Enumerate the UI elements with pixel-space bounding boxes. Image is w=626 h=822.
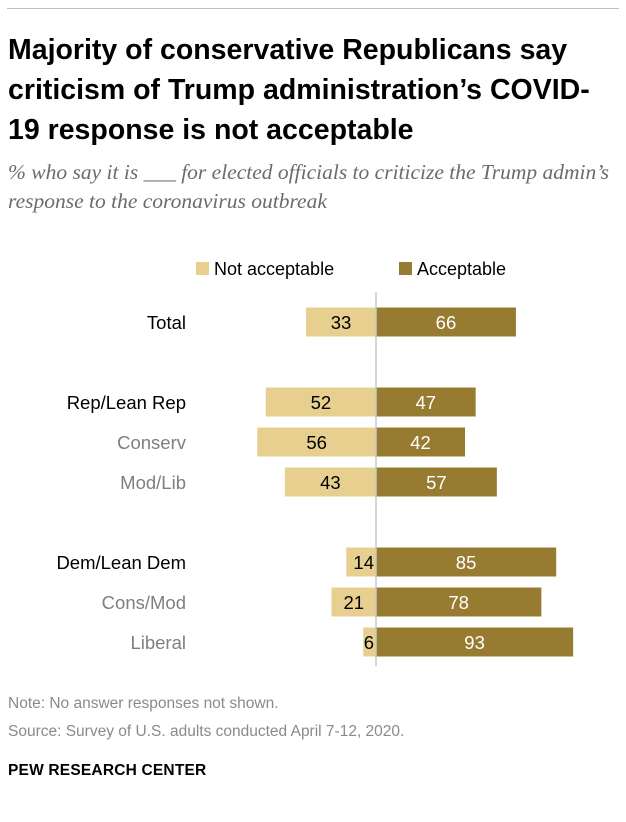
value-acceptable-rep-lean-rep: 47: [416, 392, 437, 413]
value-acceptable-cons-mod: 78: [448, 592, 469, 613]
bar-acceptable-cons-mod: [376, 587, 542, 617]
bar-not-acceptable-dem-lean-dem: [346, 547, 376, 577]
brand-logo-text: PEW RESEARCH CENTER: [8, 762, 207, 779]
legend: Not acceptable Acceptable: [196, 259, 506, 279]
value-acceptable-mod-lib: 57: [426, 472, 447, 493]
value-not-acceptable-total: 33: [331, 312, 352, 333]
value-not-acceptable-conserv: 56: [306, 432, 327, 453]
value-acceptable-conserv: 42: [410, 432, 431, 453]
category-labels: Total Rep/Lean Rep Conserv Mod/Lib Dem/Lean …: [56, 312, 186, 653]
source-text: Source: Survey of U.S. adults conducted …: [8, 723, 405, 740]
bar-not-acceptable-total: [306, 307, 376, 337]
value-acceptable-total: 66: [436, 312, 457, 333]
bar-not-acceptable-rep-lean-rep: [265, 387, 376, 417]
value-not-acceptable-liberal: 6: [364, 632, 374, 653]
bar-not-acceptable-cons-mod: [331, 587, 376, 617]
value-not-acceptable-cons-mod: 21: [343, 592, 364, 613]
category-label-mod-lib: Mod/Lib: [120, 472, 186, 493]
chart-subtitle: % who say it is ___ for elected official…: [8, 160, 609, 213]
legend-swatch-not-acceptable: [196, 262, 209, 275]
value-acceptable-liberal: 93: [464, 632, 485, 653]
value-not-acceptable-rep-lean-rep: 52: [311, 392, 332, 413]
value-not-acceptable-dem-lean-dem: 14: [353, 552, 374, 573]
top-rule: [7, 8, 619, 9]
category-label-rep-lean-rep: Rep/Lean Rep: [67, 392, 186, 413]
bar-acceptable-rep-lean-rep: [376, 387, 476, 417]
value-acceptable-dem-lean-dem: 85: [456, 552, 477, 573]
bar-acceptable-total: [376, 307, 516, 337]
category-label-dem-lean-dem: Dem/Lean Dem: [56, 552, 186, 573]
bar-acceptable-conserv: [376, 427, 466, 457]
value-not-acceptable-mod-lib: 43: [320, 472, 341, 493]
bars-group: 33 66 52 47 56 42 43 57 14 85 21 78 6 93: [257, 307, 574, 657]
note-text: Note: No answer responses not shown.: [8, 695, 279, 712]
bar-not-acceptable-mod-lib: [284, 467, 376, 497]
bar-acceptable-liberal: [376, 627, 574, 657]
category-label-cons-mod: Cons/Mod: [102, 592, 186, 613]
category-label-conserv: Conserv: [117, 432, 187, 453]
chart-title: Majority of conservative Republicans say…: [8, 34, 590, 146]
category-label-total: Total: [147, 312, 186, 333]
bar-not-acceptable-liberal: [363, 627, 376, 657]
bar-acceptable-mod-lib: [376, 467, 497, 497]
bar-acceptable-dem-lean-dem: [376, 547, 557, 577]
legend-label-acceptable: Acceptable: [417, 259, 506, 279]
legend-swatch-acceptable: [399, 262, 412, 275]
category-label-liberal: Liberal: [130, 632, 186, 653]
legend-label-not-acceptable: Not acceptable: [214, 259, 334, 279]
bar-not-acceptable-conserv: [257, 427, 376, 457]
